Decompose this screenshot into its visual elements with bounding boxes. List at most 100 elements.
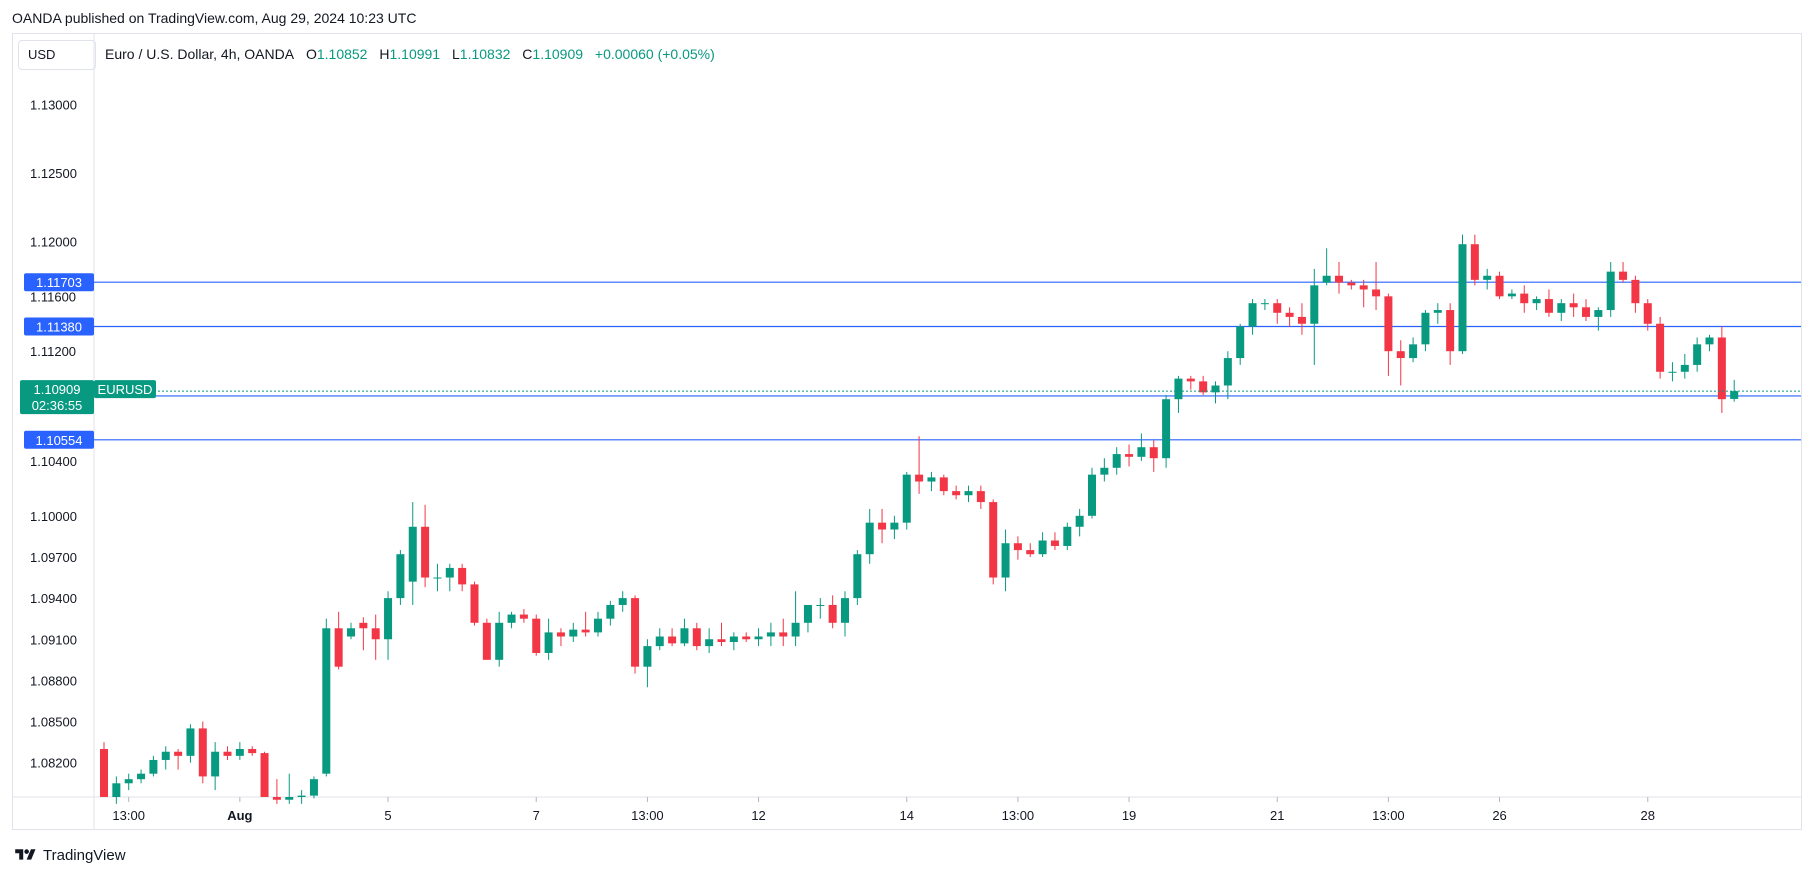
last-price-tag xyxy=(20,380,94,415)
y-tick-label-10: 1.12000 xyxy=(30,234,77,249)
candle-body-97 xyxy=(1297,316,1306,324)
candle-body-46 xyxy=(668,636,677,644)
open-label: O xyxy=(305,46,317,62)
x-tick-label-10: 13:00 xyxy=(1372,808,1405,823)
change-value: +0.00060 (+0.05%) xyxy=(594,46,715,62)
candle-body-10 xyxy=(223,751,232,756)
y-tick-label-11: 1.12500 xyxy=(30,166,77,181)
candle-body-68 xyxy=(939,477,948,492)
candle-body-40 xyxy=(594,618,602,633)
candle-body-104 xyxy=(1384,296,1393,352)
candle-body-105 xyxy=(1396,351,1405,359)
candle-body-83 xyxy=(1125,454,1134,457)
y-tick-label-12: 1.13000 xyxy=(30,97,77,112)
hline-price-tag-3 xyxy=(24,430,94,449)
candle-body-11 xyxy=(235,748,244,756)
candle-body-1 xyxy=(112,783,121,797)
y-tick-label-4: 1.09400 xyxy=(30,591,77,606)
candle-body-116 xyxy=(1532,299,1541,304)
candle-body-39 xyxy=(581,629,590,633)
currency-button[interactable]: USD xyxy=(18,40,96,70)
candle-body-56 xyxy=(791,622,800,637)
candle-body-93 xyxy=(1248,303,1257,327)
candle-body-132 xyxy=(1730,391,1739,399)
high-label: H xyxy=(379,46,390,62)
candle-body-61 xyxy=(853,554,862,599)
candle-body-63 xyxy=(878,522,887,530)
candle-body-98 xyxy=(1310,285,1319,324)
candle-body-25 xyxy=(408,526,417,582)
candle-body-35 xyxy=(532,618,541,653)
candle-body-23 xyxy=(384,598,393,640)
candle-body-131 xyxy=(1717,337,1726,400)
candle-body-74 xyxy=(1013,543,1022,551)
x-tick-label-3: 7 xyxy=(533,808,540,823)
y-tick-label-0: 1.08200 xyxy=(30,756,77,771)
y-tick-label-7: 1.10400 xyxy=(30,454,77,469)
candle-body-17 xyxy=(309,779,318,796)
candle-body-122 xyxy=(1606,271,1615,311)
candle-body-96 xyxy=(1285,312,1294,317)
candle-body-27 xyxy=(433,577,442,579)
candle-body-58 xyxy=(816,604,825,606)
candle-body-66 xyxy=(915,474,924,482)
candle-body-130 xyxy=(1705,337,1714,345)
candle-body-43 xyxy=(631,598,640,667)
candle-body-90 xyxy=(1211,385,1220,393)
candle-body-120 xyxy=(1582,307,1590,317)
x-tick-label-6: 14 xyxy=(900,808,914,823)
candle-body-36 xyxy=(544,632,553,653)
candle-body-48 xyxy=(692,628,701,647)
candle-body-84 xyxy=(1137,447,1146,457)
candle-body-13 xyxy=(260,753,269,797)
candle-body-49 xyxy=(705,639,714,647)
candle-body-47 xyxy=(680,628,689,644)
y-tick-label-1: 1.08500 xyxy=(30,715,77,730)
candle-body-26 xyxy=(421,526,430,578)
x-tick-label-12: 28 xyxy=(1641,808,1655,823)
candle-body-78 xyxy=(1063,526,1072,546)
candle-body-100 xyxy=(1335,275,1343,283)
candle-body-89 xyxy=(1199,381,1208,393)
low-value: 1.10832 xyxy=(459,46,511,62)
candle-body-115 xyxy=(1520,293,1529,304)
candle-body-110 xyxy=(1458,244,1467,352)
candle-body-14 xyxy=(272,797,281,800)
candle-body-128 xyxy=(1680,364,1689,372)
hline-price-tag-0 xyxy=(24,273,94,292)
y-tick-label-8: 1.11200 xyxy=(30,344,76,359)
candle-body-57 xyxy=(803,604,812,623)
candle-body-72 xyxy=(989,502,998,578)
candle-body-64 xyxy=(890,522,899,530)
x-tick-label-9: 21 xyxy=(1270,808,1284,823)
candle-body-55 xyxy=(779,632,788,637)
candle-body-44 xyxy=(643,646,652,667)
candle-body-79 xyxy=(1075,515,1084,527)
candle-body-75 xyxy=(1026,550,1035,555)
hline-price-label-3: 1.10554 xyxy=(36,433,83,448)
candle-body-65 xyxy=(902,474,911,523)
candle-body-92 xyxy=(1236,326,1245,359)
candle-body-2 xyxy=(124,779,133,784)
candle-body-121 xyxy=(1594,310,1603,317)
candle-body-30 xyxy=(470,584,479,623)
candle-body-52 xyxy=(742,636,751,640)
footer: TradingView xyxy=(12,845,126,865)
candle-body-69 xyxy=(952,491,961,496)
hline-price-label-1: 1.11380 xyxy=(36,320,82,335)
candle-body-7 xyxy=(186,728,195,756)
candle-body-119 xyxy=(1569,303,1578,308)
footer-brand: TradingView xyxy=(43,846,126,864)
candle-body-95 xyxy=(1273,303,1282,313)
candle-body-87 xyxy=(1174,378,1183,400)
tradingview-logo-icon xyxy=(15,849,36,860)
candle-body-22 xyxy=(371,628,380,640)
candle-body-106 xyxy=(1409,344,1418,359)
candle-body-126 xyxy=(1656,323,1665,372)
candle-body-37 xyxy=(556,632,565,637)
candle-body-108 xyxy=(1433,310,1442,313)
candle-body-9 xyxy=(211,751,220,777)
candle-body-16 xyxy=(297,795,306,797)
candle-body-112 xyxy=(1483,275,1492,280)
